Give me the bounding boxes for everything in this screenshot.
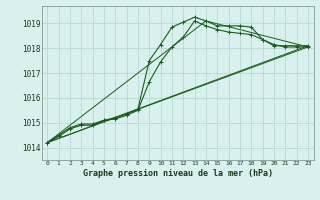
- X-axis label: Graphe pression niveau de la mer (hPa): Graphe pression niveau de la mer (hPa): [83, 169, 273, 178]
